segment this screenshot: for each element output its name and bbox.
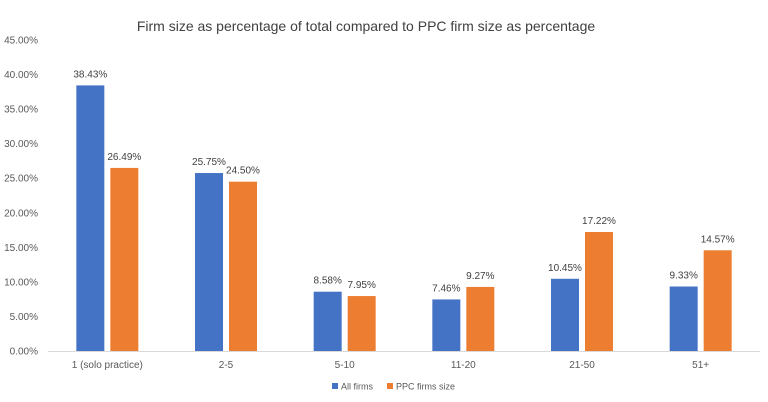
- bar-all-firms: [195, 173, 223, 351]
- x-tick-label: 21-50: [569, 360, 595, 371]
- bar-ppc-firms: [585, 231, 613, 351]
- bar-ppc-firms: [703, 250, 732, 351]
- y-tick-label: 45.00%: [4, 36, 38, 47]
- data-label: 26.49%: [107, 152, 141, 163]
- bar-all-firms: [76, 85, 105, 351]
- data-label: 24.50%: [226, 166, 260, 177]
- bars-group: 38.43% 26.49% 25.75%24.50% 8.58% 7.95% 7.46% 9…: [73, 69, 735, 351]
- data-label: 9.33%: [669, 271, 697, 282]
- y-tick-label: 30.00%: [4, 139, 38, 150]
- legend-swatch: [387, 383, 393, 389]
- legend-label: All firms: [341, 382, 373, 392]
- y-tick-label: 0.00%: [10, 347, 38, 358]
- chart-title: Firm size as percentage of total compare…: [137, 18, 596, 34]
- y-tick-label: 15.00%: [4, 243, 38, 254]
- x-tick-label: 1 (solo practice): [72, 360, 143, 371]
- y-tick-label: 10.00%: [4, 277, 38, 288]
- bar-all-firms: [551, 278, 579, 351]
- bar-ppc-firms: [110, 167, 139, 351]
- data-label: 10.45%: [548, 263, 582, 274]
- legend-label: PPC firms size: [396, 382, 455, 392]
- data-label: 8.58%: [313, 276, 341, 287]
- y-tick-label: 35.00%: [4, 105, 38, 116]
- x-tick-label: 51+: [692, 360, 709, 371]
- y-tick-label: 5.00%: [10, 312, 38, 323]
- data-label: 25.75%: [192, 157, 226, 168]
- bar-ppc-firms: [229, 181, 257, 351]
- bar-ppc-firms: [466, 286, 495, 351]
- bar-ppc-firms: [347, 296, 376, 351]
- y-tick-label: 25.00%: [4, 174, 38, 185]
- y-tick-label: 20.00%: [4, 208, 38, 219]
- y-tick-label: 40.00%: [4, 70, 38, 81]
- x-tick-label: 11-20: [451, 360, 476, 371]
- legend-swatch: [332, 383, 338, 389]
- legend: All firms PPC firms size: [332, 382, 455, 392]
- x-tick-label: 5-10: [335, 360, 355, 371]
- data-label: 14.57%: [701, 234, 735, 245]
- x-tick-label: 2-5: [219, 360, 234, 371]
- data-label: 17.22%: [582, 216, 616, 227]
- bar-all-firms: [313, 291, 342, 351]
- bar-all-firms: [432, 299, 461, 351]
- data-label: 38.43%: [73, 69, 107, 80]
- x-axis: 1 (solo practice) 2-5 5-10 11-20 21-50 51+: [48, 351, 760, 371]
- data-label: 7.46%: [432, 283, 460, 294]
- y-axis: 0.00% 5.00% 10.00% 15.00% 20.00% 25.00% 30.00%…: [4, 36, 38, 358]
- data-label: 7.95%: [347, 280, 375, 291]
- bar-all-firms: [669, 286, 698, 351]
- data-label: 9.27%: [466, 271, 494, 282]
